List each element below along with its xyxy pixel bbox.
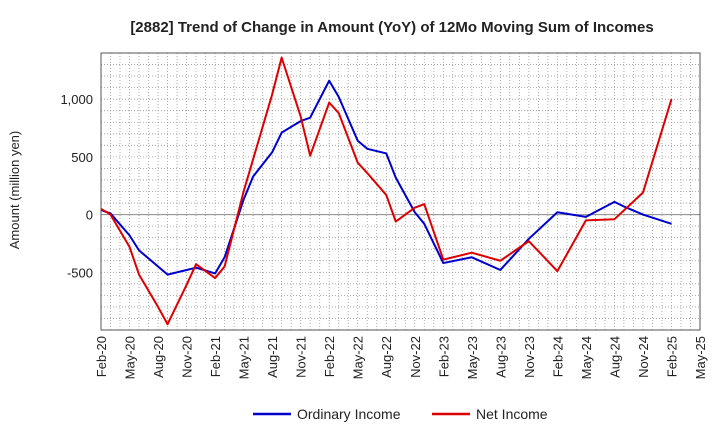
x-tick-label: May-21 (237, 336, 252, 379)
x-tick-label: Aug-22 (379, 336, 394, 378)
x-tick-label: Nov-20 (180, 336, 195, 378)
grid (101, 52, 700, 330)
x-tick-label: Nov-21 (294, 336, 309, 378)
plot-frame (100, 52, 701, 331)
x-tick-label: Nov-23 (522, 336, 537, 378)
x-tick-label: Feb-23 (436, 336, 451, 377)
y-axis-label: Amount (million yen) (7, 131, 22, 250)
y-tick-labels: -500 0 500 1,000 (60, 92, 93, 280)
x-tick-label: Feb-22 (322, 336, 337, 377)
x-tick-label: May-20 (123, 336, 138, 379)
x-tick-label: May-23 (465, 336, 480, 379)
x-tick-label: Feb-24 (550, 336, 565, 377)
x-tick-label: Aug-20 (151, 336, 166, 378)
legend-label-ordinary-income: Ordinary Income (297, 406, 401, 422)
y-tick-label: 1,000 (60, 92, 93, 107)
x-tick-labels: Feb-20 May-20 Aug-20 Nov-20 Feb-21 May-21 Aug-… (94, 336, 708, 379)
legend: Ordinary Income Net Income (253, 406, 548, 422)
series-line-ordinary-income (100, 79, 672, 276)
x-tick-label: Nov-24 (636, 336, 651, 378)
x-tick-label: Aug-23 (493, 336, 508, 378)
x-tick-label: Feb-25 (664, 336, 679, 377)
x-tick-label: Aug-21 (265, 336, 280, 378)
y-tick-label: 0 (86, 208, 93, 223)
legend-label-net-income: Net Income (476, 406, 548, 422)
chart-title: [2882] Trend of Change in Amount (YoY) o… (130, 19, 653, 36)
x-tick-label: Feb-21 (208, 336, 223, 377)
x-tick-label: Nov-22 (408, 336, 423, 378)
series-lines (100, 56, 673, 326)
y-tick-label: -500 (67, 265, 93, 280)
x-tick-label: May-22 (351, 336, 366, 379)
y-tick-label: 500 (71, 150, 93, 165)
x-tick-label: Feb-20 (94, 336, 109, 377)
series-line-net-income (100, 56, 673, 326)
x-tick-label: Aug-24 (607, 336, 622, 378)
x-tick-label: May-24 (579, 336, 594, 379)
x-tick-label: May-25 (693, 336, 708, 379)
